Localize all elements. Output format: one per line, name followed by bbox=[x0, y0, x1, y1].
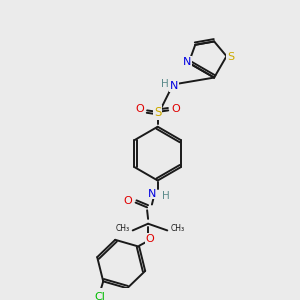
Text: N: N bbox=[183, 57, 191, 67]
Text: O: O bbox=[124, 196, 132, 206]
Text: H: H bbox=[161, 191, 169, 201]
Text: N: N bbox=[170, 81, 178, 92]
Text: CH₃: CH₃ bbox=[170, 224, 184, 233]
Text: O: O bbox=[172, 104, 180, 115]
Text: S: S bbox=[154, 106, 161, 119]
Text: S: S bbox=[227, 52, 234, 62]
Text: H: H bbox=[161, 80, 169, 89]
Text: O: O bbox=[146, 234, 154, 244]
Text: CH₃: CH₃ bbox=[116, 224, 130, 233]
Text: N: N bbox=[147, 189, 156, 199]
Text: Cl: Cl bbox=[94, 292, 105, 300]
Text: O: O bbox=[135, 104, 144, 115]
